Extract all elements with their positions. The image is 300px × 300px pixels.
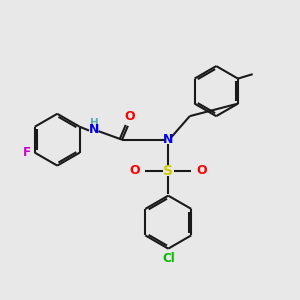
Text: N: N (163, 133, 173, 146)
Text: O: O (196, 164, 207, 177)
Text: F: F (23, 146, 31, 159)
Text: O: O (130, 164, 140, 177)
Text: N: N (89, 124, 99, 136)
Text: Cl: Cl (162, 252, 175, 265)
Text: O: O (124, 110, 135, 123)
Text: H: H (90, 118, 98, 128)
Text: S: S (163, 164, 173, 178)
